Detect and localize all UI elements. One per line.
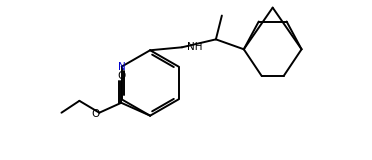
Text: O: O	[117, 71, 125, 81]
Text: NH: NH	[187, 42, 202, 52]
Text: O: O	[91, 109, 99, 119]
Text: N: N	[118, 62, 125, 72]
